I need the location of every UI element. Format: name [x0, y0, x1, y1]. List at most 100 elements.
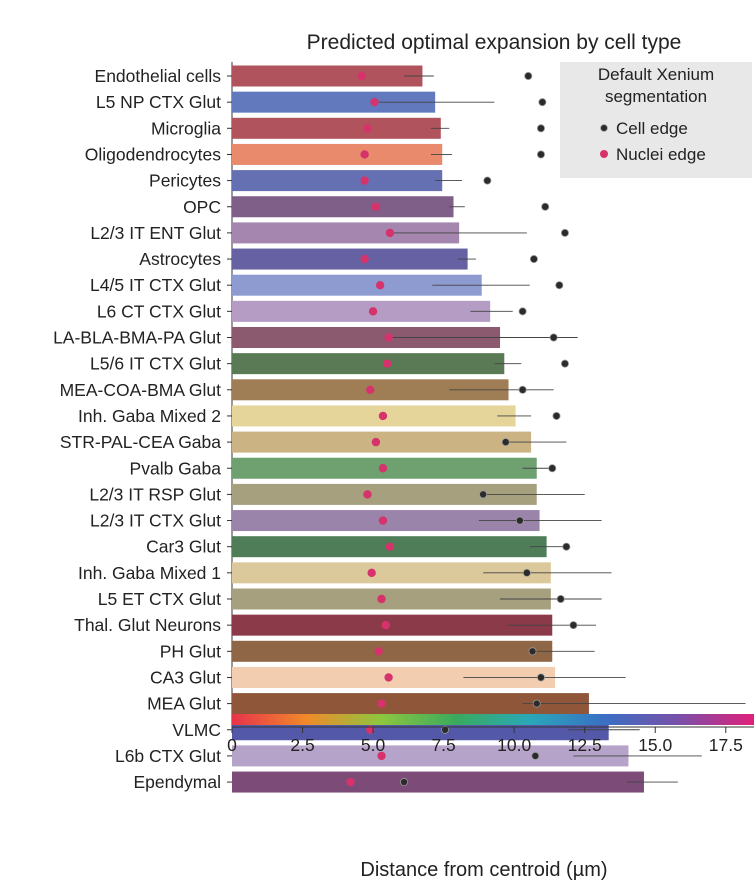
cell-edge-point-4 — [483, 176, 492, 185]
y-tick-label-14: STR-PAL-CEA Gaba — [60, 432, 221, 452]
bar-16 — [232, 483, 537, 505]
x-tick-label-6: 15.0 — [638, 735, 672, 755]
cell-edge-point-27 — [400, 778, 409, 787]
cell-edge-point-14 — [501, 438, 510, 447]
nuclei-edge-point-25 — [366, 725, 375, 734]
bar-1 — [232, 91, 436, 113]
x-tick-label-3: 7.5 — [431, 735, 455, 755]
x-tick-label-7: 17.5 — [709, 735, 743, 755]
bar-23 — [232, 666, 556, 688]
nuclei-edge-point-24 — [377, 699, 386, 708]
nuclei-edge-point-0 — [357, 71, 366, 81]
cell-edge-point-12 — [518, 385, 527, 394]
cell-edge-point-26 — [531, 751, 540, 760]
bar-5 — [232, 196, 454, 218]
legend-background — [560, 62, 752, 178]
y-tick-label-10: LA-BLA-BMA-PA Glut — [53, 328, 221, 348]
y-tick-label-12: MEA-COA-BMA Glut — [60, 380, 222, 400]
bar-27 — [232, 771, 644, 793]
nuclei-edge-point-6 — [385, 228, 395, 238]
cell-edge-point-8 — [555, 281, 564, 290]
bar-14 — [232, 431, 532, 453]
cell-edge-point-7 — [529, 255, 538, 264]
x-tick-label-4: 10.0 — [497, 735, 531, 755]
y-tick-label-22: PH Glut — [160, 641, 221, 661]
cell-edge-point-15 — [548, 464, 557, 473]
cell-edge-point-23 — [536, 673, 545, 682]
bar-6 — [232, 222, 460, 244]
nuclei-edge-point-26 — [377, 751, 386, 761]
y-tick-label-13: Inh. Gaba Mixed 2 — [78, 406, 221, 426]
x-axis-label: Distance from centroid (µm) — [360, 859, 607, 881]
y-tick-label-24: MEA Glut — [147, 694, 221, 714]
nuclei-edge-point-16 — [363, 490, 372, 499]
cell-edge-point-0 — [524, 72, 533, 81]
nuclei-edge-point-12 — [366, 385, 375, 394]
cell-edge-point-6 — [560, 228, 569, 237]
bar-21 — [232, 614, 553, 636]
y-tick-label-4: Pericytes — [149, 171, 221, 191]
bar-19 — [232, 562, 551, 584]
nuclei-edge-point-8 — [375, 281, 385, 290]
y-tick-label-0: Endothelial cells — [95, 66, 222, 86]
cell-edge-point-1 — [538, 98, 547, 107]
legend: Default Xenium segmentation Cell edge Nu… — [560, 62, 752, 178]
bar-3 — [232, 143, 443, 165]
y-tick-label-16: L2/3 IT RSP Glut — [89, 484, 221, 504]
y-tick-label-8: L4/5 IT CTX Glut — [90, 275, 221, 295]
nuclei-edge-point-3 — [360, 150, 369, 159]
legend-cell-edge-label: Cell edge — [616, 119, 688, 138]
legend-title-line1: Default Xenium — [598, 65, 714, 84]
nuclei-edge-point-22 — [374, 647, 383, 656]
x-tick-label-5: 12.5 — [568, 735, 602, 755]
bar-4 — [232, 170, 443, 192]
y-tick-label-27: Ependymal — [133, 772, 221, 792]
y-tick-label-2: Microglia — [151, 118, 221, 138]
nuclei-edge-point-5 — [371, 202, 381, 211]
y-tick-label-21: Thal. Glut Neurons — [74, 615, 221, 635]
x-tick-label-1: 2.5 — [290, 735, 314, 755]
nuclei-edge-point-10 — [384, 333, 393, 342]
y-tick-label-19: Inh. Gaba Mixed 1 — [78, 563, 221, 583]
nuclei-edge-point-20 — [377, 594, 386, 604]
legend-nuclei-edge-marker — [600, 150, 608, 158]
cell-edge-point-10 — [549, 333, 558, 342]
nuclei-edge-point-15 — [378, 464, 388, 473]
nuclei-edge-point-1 — [370, 97, 379, 107]
plot-area: Endothelial cells L5 NP CTX Glut Microglia… — [53, 62, 754, 793]
y-tick-label-9: L6 CT CTX Glut — [97, 301, 221, 321]
nuclei-edge-point-27 — [346, 777, 355, 787]
y-tick-label-26: L6b CTX Glut — [115, 746, 221, 766]
legend-nuclei-edge-label: Nuclei edge — [616, 145, 706, 164]
nuclei-edge-point-19 — [367, 568, 376, 578]
cell-edge-point-19 — [522, 568, 531, 577]
y-tick-label-11: L5/6 IT CTX Glut — [90, 354, 221, 374]
nuclei-edge-point-17 — [378, 516, 388, 525]
y-tick-label-1: L5 NP CTX Glut — [96, 92, 221, 112]
nuclei-edge-point-23 — [384, 673, 393, 682]
cell-edge-point-5 — [541, 202, 550, 211]
bar-8 — [232, 274, 482, 296]
nuclei-edge-point-18 — [385, 542, 395, 551]
cell-edge-point-2 — [536, 124, 545, 133]
nuclei-edge-point-11 — [382, 359, 392, 368]
y-tick-label-5: OPC — [183, 197, 221, 217]
nuclei-edge-point-4 — [360, 176, 369, 185]
cell-edge-point-11 — [560, 359, 569, 368]
bar-20 — [232, 588, 551, 610]
cell-edge-point-21 — [569, 621, 578, 630]
legend-cell-edge-marker — [600, 124, 608, 132]
x-tick-label-2: 5.0 — [361, 735, 386, 755]
x-tick-label-0: 0 — [227, 735, 237, 755]
bar-10 — [232, 327, 501, 348]
bar-11 — [232, 353, 505, 375]
nuclei-edge-point-9 — [368, 307, 378, 316]
nuclei-edge-point-2 — [363, 124, 372, 133]
cell-edge-point-24 — [532, 699, 541, 708]
y-tick-label-25: VLMC — [172, 720, 221, 740]
y-tick-label-20: L5 ET CTX Glut — [98, 589, 221, 609]
bar-24 — [232, 693, 589, 715]
nuclei-edge-point-13 — [378, 411, 388, 421]
colorbar — [232, 714, 754, 725]
